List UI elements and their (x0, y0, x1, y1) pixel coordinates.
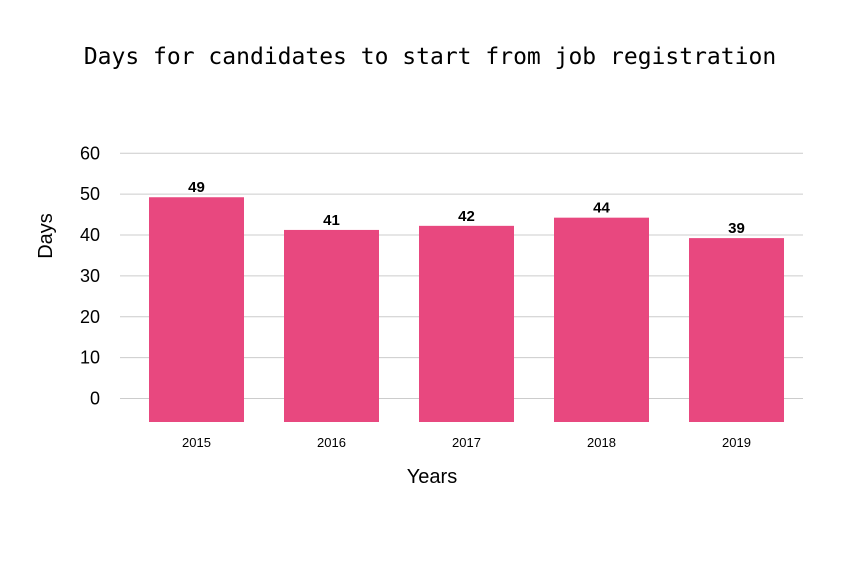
data-label-2016: 41 (323, 212, 340, 229)
y-axis-ticks: 0 10 20 30 40 50 60 (80, 143, 100, 408)
data-label-2018: 44 (593, 200, 610, 217)
x-axis-label: Years (407, 466, 457, 488)
x-tick-label-2017: 2017 (452, 435, 481, 450)
data-label-2015: 49 (188, 179, 205, 196)
bar-2018 (554, 217, 649, 422)
x-tick-label-2015: 2015 (182, 435, 211, 450)
data-labels: 49 41 42 44 39 (188, 179, 745, 237)
x-axis-ticks: 2015 2016 2017 2018 2019 (182, 435, 751, 450)
y-tick-label: 60 (80, 143, 100, 163)
y-axis-label: Days (35, 213, 57, 259)
chart-title: Days for candidates to start from job re… (84, 44, 776, 70)
bar-2019 (689, 238, 784, 422)
data-label-2019: 39 (728, 220, 745, 237)
y-tick-label: 20 (80, 307, 100, 327)
bar-2016 (284, 229, 379, 422)
y-tick-label: 10 (80, 348, 100, 368)
bar-2015 (149, 197, 244, 422)
y-tick-label: 50 (80, 184, 100, 204)
x-tick-label-2018: 2018 (587, 435, 616, 450)
x-tick-label-2016: 2016 (317, 435, 346, 450)
y-tick-label: 30 (80, 266, 100, 286)
bars (149, 197, 784, 422)
y-tick-label: 40 (80, 225, 100, 245)
bar-2017 (419, 225, 514, 422)
y-tick-label: 0 (90, 389, 100, 409)
x-tick-label-2019: 2019 (722, 435, 751, 450)
data-label-2017: 42 (458, 208, 475, 225)
